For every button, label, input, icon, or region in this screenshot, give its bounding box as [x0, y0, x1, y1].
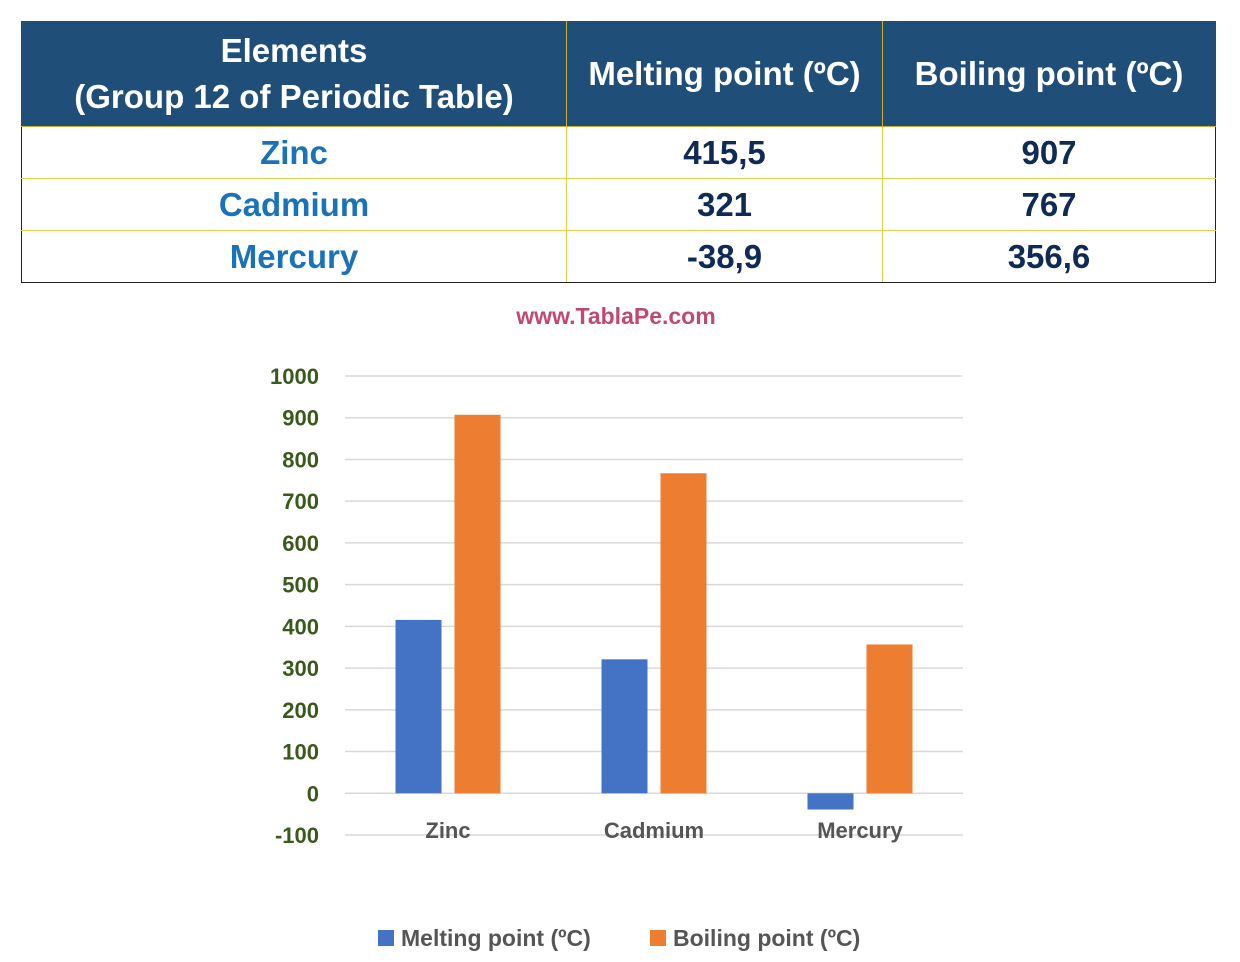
bar [660, 473, 707, 794]
table-row: Cadmium 321 767 [21, 178, 1216, 231]
y-tick-label: -100 [275, 823, 319, 848]
header-boiling-point: Boiling point (ºC) [882, 21, 1216, 127]
y-tick-label: 300 [282, 656, 319, 681]
cell-element: Mercury [21, 230, 567, 283]
data-table: Elements (Group 12 of Periodic Table) Me… [21, 21, 1216, 283]
bar [866, 644, 913, 794]
y-tick-label: 800 [282, 447, 319, 472]
gridlines [345, 375, 963, 836]
cell-element: Cadmium [21, 178, 567, 231]
header-melting-point: Melting point (ºC) [566, 21, 883, 127]
y-tick-label: 400 [282, 614, 319, 639]
y-tick-label: 1000 [270, 364, 319, 389]
y-tick-label: 700 [282, 489, 319, 514]
x-category-label: Zinc [425, 818, 470, 843]
header-elements-line2: (Group 12 of Periodic Table) [74, 78, 514, 115]
x-axis-categories: Zinc Cadmium Mercury [425, 818, 903, 843]
bar [807, 793, 854, 810]
legend-swatch [650, 930, 666, 946]
y-axis-ticks: -100 0 100 200 300 400 500 600 700 800 900 1000 [270, 364, 319, 848]
legend-swatch [378, 930, 394, 946]
x-category-label: Mercury [817, 818, 903, 843]
cell-melting: -38,9 [566, 230, 883, 283]
cell-boiling: 356,6 [882, 230, 1216, 283]
table-row: Zinc 415,5 907 [21, 126, 1216, 179]
x-category-label: Cadmium [604, 818, 704, 843]
bars [395, 414, 913, 810]
table-header-row: Elements (Group 12 of Periodic Table) Me… [21, 21, 1216, 127]
cell-element: Zinc [21, 126, 567, 179]
legend-label: Melting point (ºC) [401, 925, 591, 951]
chart-legend: Melting point (ºC) Boiling point (ºC) [378, 925, 860, 951]
y-tick-label: 200 [282, 698, 319, 723]
bar [395, 619, 442, 794]
header-elements: Elements (Group 12 of Periodic Table) [21, 21, 567, 127]
y-tick-label: 900 [282, 406, 319, 431]
watermark-text: www.TablaPe.com [516, 303, 716, 329]
legend-label: Boiling point (ºC) [673, 925, 860, 951]
y-tick-label: 0 [307, 781, 319, 806]
y-tick-label: 100 [282, 740, 319, 765]
y-tick-label: 600 [282, 531, 319, 556]
bar [601, 659, 648, 794]
header-elements-line1: Elements [220, 32, 368, 69]
y-tick-label: 500 [282, 573, 319, 598]
cell-boiling: 767 [882, 178, 1216, 231]
bar [454, 414, 501, 794]
table-row: Mercury -38,9 356,6 [21, 230, 1216, 283]
cell-melting: 415,5 [566, 126, 883, 179]
